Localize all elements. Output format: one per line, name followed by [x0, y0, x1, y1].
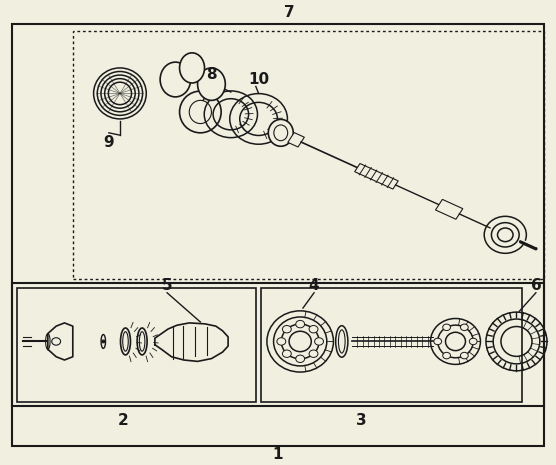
Circle shape: [277, 338, 286, 345]
Circle shape: [102, 340, 105, 343]
Circle shape: [443, 324, 450, 331]
Polygon shape: [355, 164, 398, 189]
Circle shape: [282, 350, 291, 358]
Polygon shape: [288, 133, 304, 147]
Circle shape: [443, 352, 450, 359]
Text: 6: 6: [530, 279, 542, 293]
Ellipse shape: [269, 120, 293, 146]
Text: 3: 3: [356, 413, 366, 428]
Polygon shape: [155, 323, 228, 361]
Circle shape: [469, 338, 477, 345]
Ellipse shape: [197, 68, 225, 100]
Circle shape: [315, 338, 324, 345]
Text: 1: 1: [273, 446, 283, 462]
Bar: [17, 288, 256, 402]
Polygon shape: [48, 323, 73, 360]
Bar: [12, 284, 544, 406]
Circle shape: [296, 320, 305, 328]
Circle shape: [460, 324, 468, 331]
Circle shape: [309, 350, 318, 358]
Text: 10: 10: [248, 72, 269, 87]
Circle shape: [296, 355, 305, 363]
Text: 7: 7: [284, 5, 295, 20]
Text: 9: 9: [103, 134, 114, 150]
Text: 5: 5: [162, 279, 172, 293]
Bar: [261, 288, 522, 402]
Circle shape: [434, 338, 441, 345]
Bar: [73, 31, 544, 279]
Circle shape: [460, 352, 468, 359]
Text: 2: 2: [117, 413, 128, 428]
Ellipse shape: [160, 62, 191, 97]
Ellipse shape: [180, 91, 221, 133]
Polygon shape: [435, 199, 463, 219]
Text: 8: 8: [206, 67, 217, 82]
Text: 4: 4: [309, 279, 319, 293]
Circle shape: [309, 326, 318, 333]
Ellipse shape: [180, 53, 205, 83]
Circle shape: [282, 326, 291, 333]
